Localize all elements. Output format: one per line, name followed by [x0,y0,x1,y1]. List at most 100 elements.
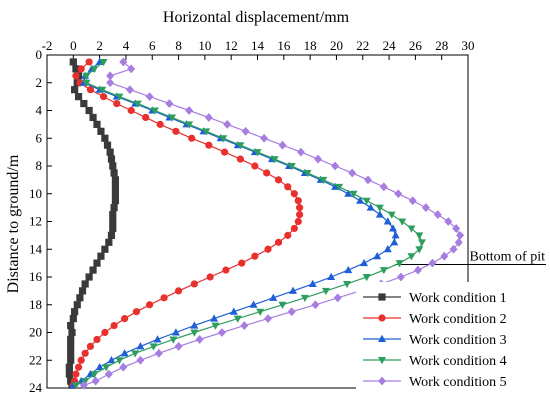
y-tick-label: 0 [36,47,43,62]
data-point-work-condition-3 [356,196,365,204]
y-axis-title: Distance to ground/m [5,154,22,293]
data-point-work-condition-5 [223,119,232,129]
data-point-work-condition-3 [229,307,238,315]
data-point-work-condition-2 [296,210,304,219]
data-point-work-condition-4 [81,378,90,386]
data-point-work-condition-1 [97,127,105,135]
data-point-work-condition-5 [127,64,136,74]
data-point-work-condition-3 [391,231,400,239]
data-point-work-condition-5 [379,182,388,192]
data-point-work-condition-1 [80,99,88,108]
data-point-work-condition-1 [106,148,114,156]
data-point-work-condition-1 [67,342,75,350]
data-point-work-condition-2 [77,356,85,364]
data-point-work-condition-1 [107,155,116,163]
data-point-work-condition-1 [89,113,97,122]
data-point-work-condition-5 [364,175,373,185]
data-point-work-condition-2 [121,315,129,323]
data-point-work-condition-4 [287,163,296,171]
data-point-work-condition-4 [131,350,140,358]
legend-label: Work condition 2 [409,312,507,327]
data-point-work-condition-1 [109,210,117,219]
legend-label: Work condition 3 [409,333,507,348]
data-point-work-condition-1 [111,176,120,184]
x-tick-label: 0 [70,38,77,53]
data-point-work-condition-3 [360,258,369,267]
data-point-work-condition-4 [335,183,344,192]
data-point-work-condition-3 [373,251,382,260]
y-tick-label: 10 [29,186,42,201]
data-point-work-condition-1 [101,134,109,142]
data-point-work-condition-1 [76,294,84,302]
data-point-work-condition-3 [210,314,219,322]
y-tick-label: 2 [36,75,43,90]
data-point-work-condition-1 [67,349,75,357]
data-point-work-condition-1 [109,162,117,170]
data-point-work-condition-2 [274,176,283,184]
data-point-work-condition-4 [300,294,309,303]
data-point-work-condition-4 [398,218,407,226]
data-point-work-condition-5 [185,106,194,115]
data-point-work-condition-3 [289,286,298,294]
series-work-condition-2 [69,58,304,389]
data-point-work-condition-4 [98,86,107,94]
data-point-work-condition-2 [156,120,164,128]
x-axis-title: Horizontal displacement/mm [163,9,350,26]
data-point-work-condition-3 [107,356,116,364]
data-point-work-condition-2 [263,169,271,177]
x-axis-ticks: -2 0 2 4 6 8 10 12 14 16 18 20 22 24 26 28 30 [42,38,475,60]
legend-background [356,282,546,390]
series-line-work-condition-5 [83,61,461,386]
data-point-work-condition-5 [136,355,145,365]
data-point-work-condition-5 [119,57,128,67]
data-point-work-condition-5 [165,99,174,108]
data-point-work-condition-4 [71,382,80,390]
data-point-work-condition-3 [95,362,104,371]
data-point-work-condition-3 [327,272,336,280]
data-point-work-condition-2 [93,335,101,344]
x-tick-label: 22 [356,38,369,53]
data-point-work-condition-5 [408,196,417,206]
data-point-work-condition-3 [344,265,353,274]
data-point-work-condition-2 [99,93,108,101]
x-tick-label: -2 [42,38,53,53]
data-point-work-condition-4 [362,197,371,205]
data-point-work-condition-4 [407,253,416,261]
data-point-work-condition-1 [73,301,81,309]
data-point-work-condition-1 [85,273,93,281]
data-point-work-condition-2 [206,273,214,281]
y-tick-label: 18 [29,297,42,312]
data-point-work-condition-1 [107,231,116,239]
data-point-work-condition-5 [394,189,403,199]
data-point-work-condition-1 [103,141,112,149]
data-point-work-condition-3 [383,217,392,225]
x-tick-label: 14 [251,38,265,53]
data-point-work-condition-2 [274,238,283,246]
data-point-work-condition-3 [344,189,353,197]
data-point-work-condition-1 [71,86,79,94]
data-point-work-condition-5 [287,307,296,317]
data-point-work-condition-5 [119,362,128,372]
data-point-work-condition-5 [314,154,323,164]
data-point-work-condition-5 [449,244,458,254]
legend: Work condition 1 Work condition 2 Work con… [356,282,546,390]
x-tick-label: 8 [175,38,182,53]
data-point-work-condition-5 [454,237,463,247]
series-work-condition-1 [65,58,120,389]
data-point-work-condition-1 [89,266,97,274]
data-point-work-condition-2 [74,363,83,371]
data-point-work-condition-1 [81,280,89,288]
data-point-work-condition-5 [433,210,442,219]
data-point-work-condition-2 [284,183,292,191]
data-point-work-condition-2 [174,287,183,295]
data-point-work-condition-2 [86,342,95,350]
legend-label: Work condition 5 [409,375,507,390]
legend-label: Work condition 4 [409,354,507,369]
data-point-work-condition-2 [172,127,180,135]
data-point-work-condition-4 [102,364,111,372]
data-point-work-condition-2 [132,308,141,316]
data-point-work-condition-1 [105,238,113,246]
data-point-work-condition-3 [331,182,340,190]
data-point-work-condition-2 [72,370,80,378]
